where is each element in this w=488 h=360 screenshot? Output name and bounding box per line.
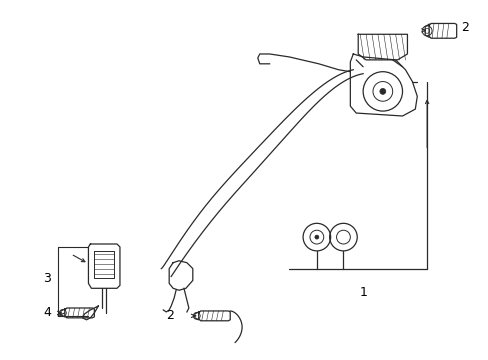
Text: 2: 2: [461, 21, 468, 34]
Circle shape: [379, 89, 385, 94]
Text: 3: 3: [43, 272, 51, 285]
Text: 2: 2: [166, 309, 174, 322]
Circle shape: [314, 235, 318, 239]
Text: 1: 1: [359, 286, 366, 299]
Text: 4: 4: [43, 306, 51, 319]
